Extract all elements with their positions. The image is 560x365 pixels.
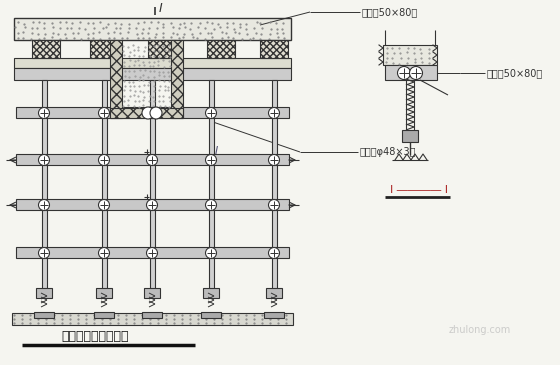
Circle shape xyxy=(147,108,157,119)
Bar xyxy=(110,108,183,118)
Circle shape xyxy=(99,154,110,165)
Bar xyxy=(142,312,162,318)
Bar xyxy=(16,247,289,258)
Bar xyxy=(402,130,418,142)
Circle shape xyxy=(99,108,110,119)
Circle shape xyxy=(206,108,217,119)
Bar xyxy=(272,80,277,293)
Bar xyxy=(203,288,219,298)
Bar xyxy=(32,40,60,58)
Circle shape xyxy=(268,200,279,211)
Bar xyxy=(266,288,282,298)
Text: 顶板模板支撑示意图: 顶板模板支撑示意图 xyxy=(61,330,129,343)
Bar xyxy=(201,312,221,318)
Circle shape xyxy=(409,66,422,80)
Bar xyxy=(16,154,289,165)
Bar xyxy=(150,80,155,293)
Circle shape xyxy=(142,107,154,119)
Bar xyxy=(383,45,437,65)
Circle shape xyxy=(39,108,49,119)
Text: I: I xyxy=(215,146,218,156)
Circle shape xyxy=(268,154,279,165)
Circle shape xyxy=(99,247,110,258)
Circle shape xyxy=(206,247,217,258)
Bar xyxy=(385,65,437,80)
Circle shape xyxy=(39,154,49,165)
Bar xyxy=(36,288,52,298)
Bar xyxy=(42,80,47,293)
Bar xyxy=(102,80,107,293)
Text: 钓管（φ48×3）: 钓管（φ48×3） xyxy=(360,147,417,157)
Bar xyxy=(209,80,214,293)
Bar xyxy=(144,288,160,298)
Text: 木方（50×80）: 木方（50×80） xyxy=(362,7,418,17)
Bar xyxy=(14,58,291,68)
Bar xyxy=(171,40,183,118)
Text: I ―――― I: I ―――― I xyxy=(390,185,448,195)
Text: zhulong.com: zhulong.com xyxy=(449,325,511,335)
Circle shape xyxy=(147,247,157,258)
Bar xyxy=(16,107,289,118)
Bar xyxy=(34,312,54,318)
Circle shape xyxy=(39,247,49,258)
Circle shape xyxy=(147,200,157,211)
Bar xyxy=(264,312,284,318)
Bar xyxy=(260,40,288,58)
Circle shape xyxy=(268,108,279,119)
Bar xyxy=(90,40,118,58)
Bar xyxy=(14,68,291,80)
Circle shape xyxy=(268,247,279,258)
Bar xyxy=(12,313,293,325)
Bar xyxy=(94,312,114,318)
Circle shape xyxy=(206,154,217,165)
Circle shape xyxy=(39,200,49,211)
Text: I: I xyxy=(159,3,163,15)
Bar xyxy=(14,18,291,40)
Text: 木方（50×80）: 木方（50×80） xyxy=(487,68,543,78)
Bar xyxy=(96,288,112,298)
Circle shape xyxy=(206,200,217,211)
Circle shape xyxy=(398,66,410,80)
Circle shape xyxy=(150,107,162,119)
Circle shape xyxy=(147,154,157,165)
Bar xyxy=(148,40,176,58)
Bar xyxy=(110,40,122,118)
Circle shape xyxy=(99,200,110,211)
Bar xyxy=(207,40,235,58)
Bar xyxy=(16,199,289,210)
